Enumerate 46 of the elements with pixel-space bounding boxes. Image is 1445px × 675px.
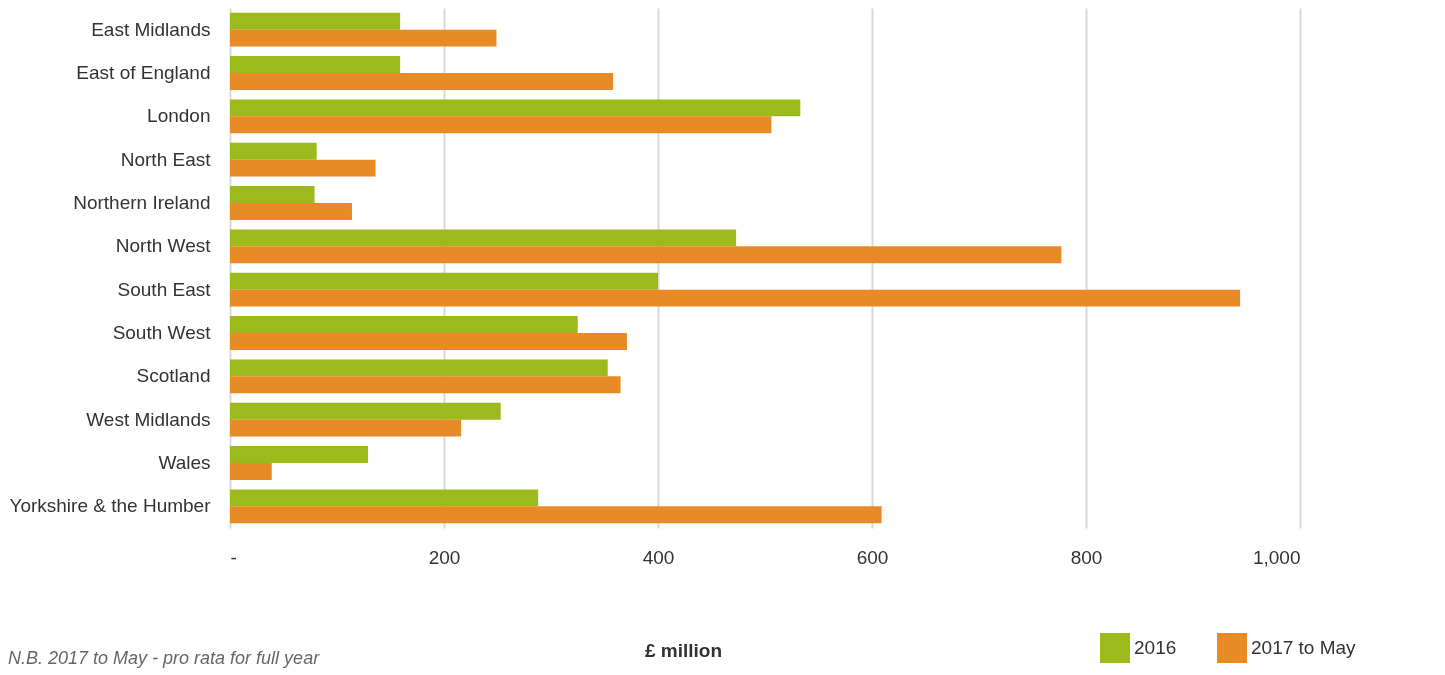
y-tick-label: North West xyxy=(115,235,212,257)
bar xyxy=(230,289,1241,307)
bar xyxy=(230,12,401,30)
text: N.B. 2017 to May - pro rata for full year xyxy=(8,648,320,669)
y-tick-label: East Midlands xyxy=(91,18,211,40)
y-tick-label: Wales xyxy=(158,452,211,473)
bar xyxy=(230,142,317,160)
y-tick-label: Yorkshire & the Humber xyxy=(9,495,212,517)
y-tick-label: Northern Ireland xyxy=(73,192,211,213)
legend-label: 2017 to May xyxy=(1251,637,1357,658)
bar xyxy=(230,463,272,480)
bar xyxy=(230,159,376,177)
bar xyxy=(230,359,608,377)
x-tick-label: - xyxy=(230,546,237,568)
x-tick-label: 1,000 xyxy=(1252,546,1301,568)
y-tick-label: South West xyxy=(112,322,212,343)
y-tick-label: West Midlands xyxy=(86,408,211,430)
bar xyxy=(230,29,497,47)
bar xyxy=(230,56,401,73)
x-axis-title: £ million xyxy=(644,639,723,661)
x-tick-label: 400 xyxy=(642,546,675,568)
bar xyxy=(230,203,352,220)
x-tick-label: 600 xyxy=(856,546,889,568)
bar xyxy=(230,489,539,507)
y-tick-label: Scotland xyxy=(136,365,211,387)
bar xyxy=(230,506,882,524)
bar xyxy=(230,116,772,134)
bar xyxy=(230,402,501,420)
bar xyxy=(230,316,578,333)
x-tick-label: 800 xyxy=(1070,546,1103,568)
bar xyxy=(230,333,627,350)
bar xyxy=(230,419,462,437)
bar xyxy=(230,246,1062,264)
y-tick-label: North East xyxy=(120,148,212,170)
x-tick-label: 200 xyxy=(428,546,461,568)
y-tick-label: South East xyxy=(117,278,212,300)
bar xyxy=(230,446,369,463)
bar xyxy=(230,186,315,203)
y-tick-label: London xyxy=(147,105,211,127)
bar xyxy=(230,73,614,90)
bar xyxy=(230,272,658,290)
bar xyxy=(230,99,801,117)
bar xyxy=(230,229,737,247)
y-tick-label: East of England xyxy=(76,62,211,83)
bar xyxy=(230,376,621,394)
legend-label: 2016 xyxy=(1134,637,1177,658)
